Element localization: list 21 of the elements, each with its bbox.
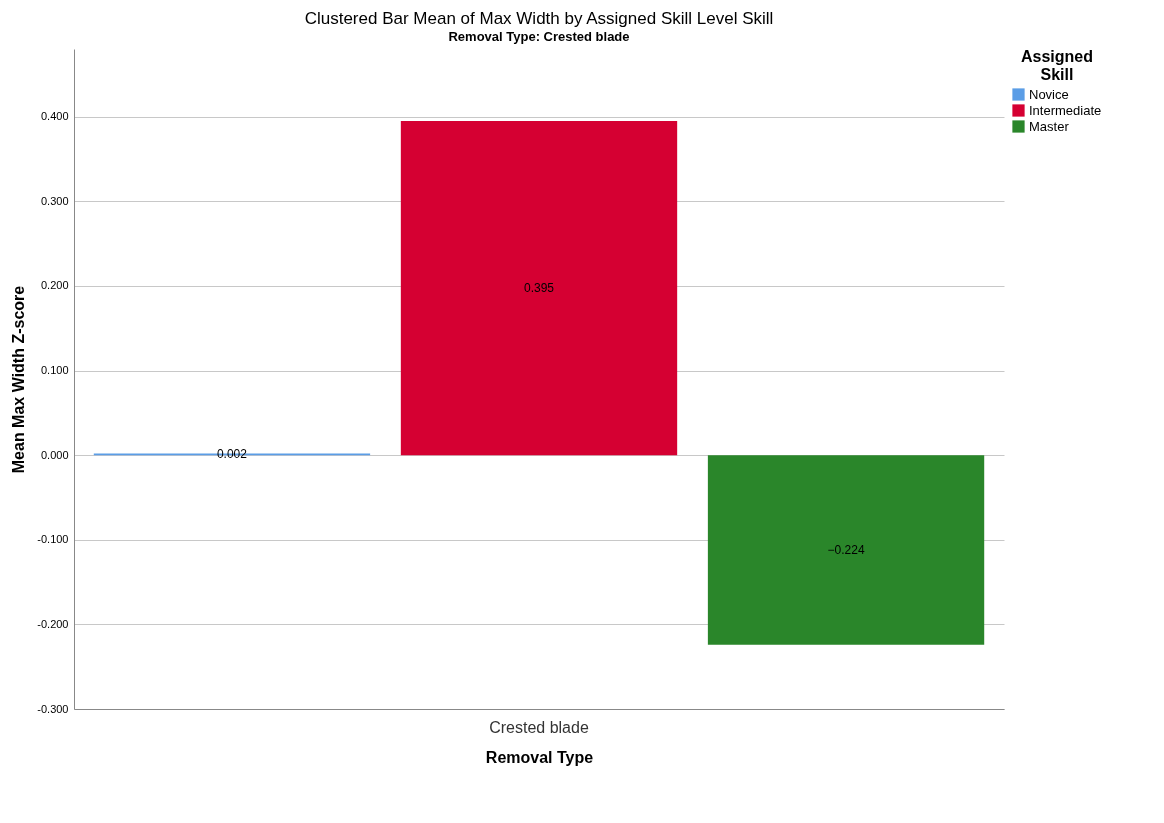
legend-title: Assigned Skill: [1020, 48, 1094, 83]
y-tick-label: -0.300: [37, 702, 69, 715]
bar: [400, 120, 678, 456]
data-label: 0.395: [523, 281, 555, 296]
y-tick-label: 0.400: [40, 110, 69, 123]
y-tick-label: 0.100: [40, 364, 69, 377]
y-tick-label: 0.300: [40, 194, 69, 207]
x-axis-title: Removal Type: [485, 748, 594, 766]
y-tick-label: -0.100: [37, 533, 69, 546]
y-tick-label: 0.000: [40, 448, 69, 461]
legend-label: Novice: [1029, 86, 1069, 102]
legend-label: Intermediate: [1029, 102, 1102, 118]
bar: [707, 455, 985, 645]
chart-title: Clustered Bar Mean of Max Width by Assigned Skill Level Skill: [304, 9, 774, 28]
y-tick-label: 0.200: [40, 279, 69, 292]
y-tick-label: -0.200: [37, 617, 69, 630]
data-label: −0.224: [827, 542, 865, 557]
x-tick-label: Crested blade: [489, 718, 589, 736]
legend-label: Master: [1029, 118, 1070, 134]
y-axis-title: Mean Max Width Z-score: [10, 285, 28, 474]
chart-subtitle: Removal Type: Crested blade: [448, 29, 630, 44]
